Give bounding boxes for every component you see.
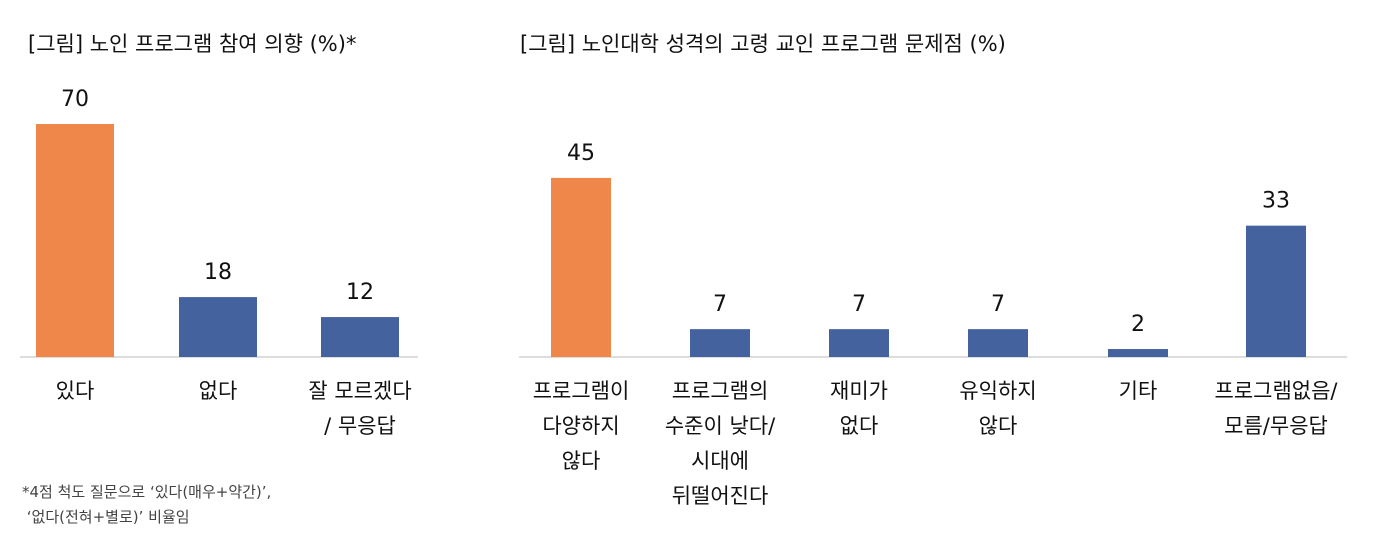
value-label: 7 [713, 292, 727, 317]
x-tick-label: 프로그램없음/ 모름/무응답 [1214, 379, 1338, 438]
x-tick-label: 있다 [55, 379, 95, 403]
value-label: 18 [204, 260, 232, 285]
value-label: 2 [1131, 312, 1145, 337]
value-label: 7 [852, 292, 866, 317]
bar [1108, 349, 1168, 357]
value-label: 12 [346, 280, 374, 305]
bar [551, 177, 611, 357]
x-tick-label: 프로그램이 다양하지 않다 [532, 379, 630, 473]
x-tick-label: 재미가 없다 [830, 379, 888, 438]
bar [36, 124, 114, 357]
value-label: 70 [61, 87, 89, 112]
value-label: 45 [567, 141, 595, 166]
bar [179, 297, 257, 357]
bar [829, 329, 889, 357]
x-tick-label: 기타 [1118, 379, 1158, 403]
bar [1246, 225, 1306, 357]
x-tick-label: 잘 모르겠다 / 무응답 [308, 379, 412, 438]
value-label: 33 [1262, 189, 1290, 214]
x-tick-label: 유익하지 않다 [959, 379, 1037, 438]
bar [690, 329, 750, 357]
x-tick-label: 없다 [198, 379, 238, 403]
footnote: *4점 척도 질문으로 ‘있다(매우+약간)’, ‘없다(전혀+별로)’ 비율임 [22, 483, 272, 526]
value-label: 7 [991, 292, 1005, 317]
x-tick-label: 프로그램의 수준이 낮다/ 시대에 뒤떨어진다 [664, 379, 776, 508]
bar [321, 317, 399, 357]
bar [968, 329, 1028, 357]
chart-title: [그림] 노인 프로그램 참여 의향 (%)* [28, 32, 357, 56]
chart-title: [그림] 노인대학 성격의 고령 교인 프로그램 문제점 (%) [520, 32, 1006, 56]
